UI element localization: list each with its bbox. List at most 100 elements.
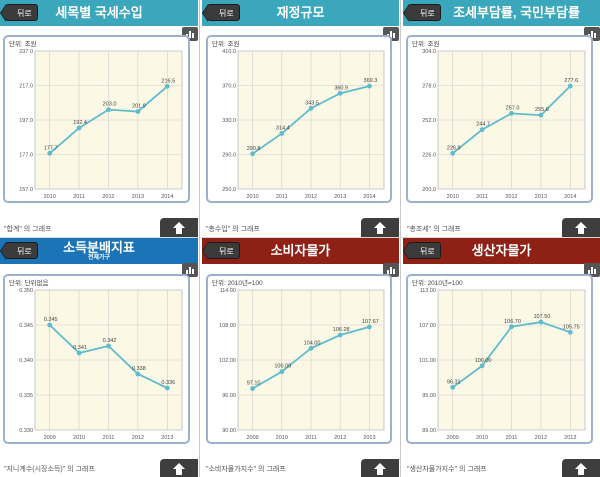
chart-caption: "지니계수(시장소득)" 의 그래프	[4, 466, 95, 473]
panel-divider	[199, 0, 200, 477]
arrow-up-icon[interactable]	[562, 459, 600, 477]
chart-svg: 410.0 370.0 330.0 290.0 250.0 2010 2011 2012 201…	[222, 49, 385, 200]
data-label: 343.5	[305, 100, 319, 106]
data-point	[47, 150, 53, 156]
x-tick-label: 2010	[476, 435, 488, 441]
bar-chart-icon[interactable]	[584, 263, 600, 277]
panel-header: 뒤로 재정규모	[202, 0, 399, 26]
y-tick-label: 113.00	[420, 288, 436, 294]
chart-svg: 113.00 107.00 101.00 95.00 89.00 2009 2010 2011…	[419, 288, 586, 441]
data-point	[250, 386, 255, 391]
unit-label: 단위: 단위없음	[9, 280, 49, 287]
back-button[interactable]: 뒤로	[202, 4, 240, 22]
data-label: 100.00	[475, 358, 492, 364]
y-tick-label: 370.0	[222, 84, 236, 90]
data-point	[279, 131, 285, 136]
panel-title: 소득분배지표	[63, 240, 135, 256]
data-label: 369.3	[364, 78, 378, 84]
chart-svg: 304.0 278.0 252.0 226.0 200.0 2010 2011 2012 201…	[422, 49, 586, 200]
panel-budget: 뒤로 재정규모 단위: 조원 410.0 370.0 330.0 290.0 250.0…	[202, 0, 399, 238]
data-point	[567, 329, 573, 335]
back-button[interactable]: 뒤로	[0, 4, 38, 22]
x-tick-label: 2012	[535, 435, 547, 441]
y-tick-label: 250.0	[222, 187, 236, 193]
y-tick-label: 114.00	[220, 288, 236, 294]
data-point	[279, 369, 285, 375]
x-tick-label: 2012	[102, 194, 114, 200]
data-label: 0.345	[44, 317, 58, 323]
panel-title: 생산자물가	[471, 243, 532, 259]
x-tick-label: 2012	[305, 194, 317, 200]
chart-container: 단위: 조원 237.0 217.0 197.0 177.0 157.0 2010 2011…	[3, 35, 190, 203]
chart-caption: "합계" 의 그래프	[4, 226, 52, 233]
data-label: 277.6	[564, 78, 578, 84]
data-label: 257.0	[506, 105, 520, 111]
panel-header: 뒤로 생산자물가	[403, 238, 600, 264]
data-point	[164, 385, 170, 391]
data-label: 100.00	[274, 364, 291, 370]
y-tick-label: 157.0	[19, 187, 33, 193]
panel-title: 조세부담률, 국민부담률	[453, 5, 580, 21]
line-chart: 410.0 370.0 330.0 290.0 250.0 2010 2011 2012 201…	[208, 37, 394, 205]
y-tick-label: 95.00	[422, 393, 436, 399]
data-label: 177.7	[44, 145, 58, 151]
back-button[interactable]: 뒤로	[403, 242, 441, 260]
y-tick-label: 237.0	[19, 49, 33, 55]
data-label: 105.75	[563, 324, 580, 330]
data-label: 107.50	[533, 314, 550, 320]
data-point	[135, 109, 141, 114]
back-button[interactable]: 뒤로	[403, 4, 441, 22]
x-tick-label: 2012	[132, 435, 144, 441]
panel-title: 세목별 국세수입	[55, 5, 143, 21]
data-point	[106, 343, 111, 349]
data-point	[337, 332, 343, 338]
panel-burden: 뒤로 조세부담률, 국민부담률 단위: 조원 304.0 278.0 252.0 22…	[403, 0, 600, 238]
y-tick-label: 304.0	[422, 49, 436, 55]
arrow-up-icon[interactable]	[160, 459, 198, 477]
arrow-up-icon[interactable]	[562, 218, 600, 238]
arrow-up-icon[interactable]	[361, 459, 399, 477]
x-tick-label: 2010	[44, 194, 56, 200]
y-tick-label: 217.0	[19, 84, 33, 90]
data-point	[76, 125, 82, 131]
x-tick-label: 2010	[73, 435, 85, 441]
y-tick-label: 0.340	[19, 358, 33, 364]
x-tick-label: 2013	[564, 435, 576, 441]
unit-label: 단위: 조원	[212, 41, 240, 48]
line-chart: 237.0 217.0 197.0 177.0 157.0 2010 2011 2012 201…	[5, 37, 192, 205]
y-tick-label: 226.0	[422, 153, 436, 159]
unit-label: 단위: 조원	[9, 41, 37, 48]
data-label: 216.5	[161, 78, 175, 84]
back-button[interactable]: 뒤로	[0, 242, 38, 260]
y-tick-label: 177.0	[19, 153, 33, 159]
panel-cpi: 뒤로 소비자물가 단위: 2010년=100 114.00 108.00 102.0…	[202, 238, 399, 477]
x-tick-label: 2012	[505, 194, 517, 200]
x-tick-label: 2009	[246, 435, 258, 441]
data-point	[106, 107, 111, 113]
back-button[interactable]: 뒤로	[202, 242, 240, 260]
chart-container: 단위: 2010년=100 114.00 108.00 102.00 96.00 90.…	[206, 274, 392, 444]
chart-container: 단위: 2010년=100 113.00 107.00 101.00 95.00 89.…	[406, 274, 593, 444]
x-tick-label: 2013	[161, 435, 173, 441]
y-tick-label: 101.00	[419, 358, 436, 364]
line-chart: 304.0 278.0 252.0 226.0 200.0 2010 2011 2012 201…	[408, 37, 595, 205]
y-tick-label: 278.0	[422, 84, 436, 90]
x-tick-label: 2011	[276, 194, 288, 200]
y-tick-label: 90.00	[222, 428, 236, 434]
x-tick-label: 2014	[564, 194, 576, 200]
x-tick-label: 2010	[246, 194, 258, 200]
data-label: 255.6	[535, 107, 549, 113]
chart-svg: 0.350 0.345 0.340 0.335 0.330 2009 2010 2011 201…	[19, 288, 183, 441]
data-point	[450, 150, 456, 156]
bar-chart-icon[interactable]	[182, 263, 198, 277]
arrow-up-icon[interactable]	[160, 218, 198, 238]
x-tick-label: 2013	[132, 194, 144, 200]
y-tick-label: 290.0	[222, 153, 236, 159]
panel-header: 뒤로 소비자물가	[202, 238, 399, 264]
arrow-up-icon[interactable]	[361, 218, 399, 238]
data-label: 107.67	[362, 319, 379, 325]
data-label: 201.9	[132, 104, 146, 110]
y-tick-label: 0.345	[19, 323, 33, 329]
panel-tax: 뒤로 세목별 국세수입 단위: 조원 237.0 217.0 197.0 177.0 1…	[0, 0, 198, 238]
bar-chart-icon[interactable]	[383, 263, 399, 277]
